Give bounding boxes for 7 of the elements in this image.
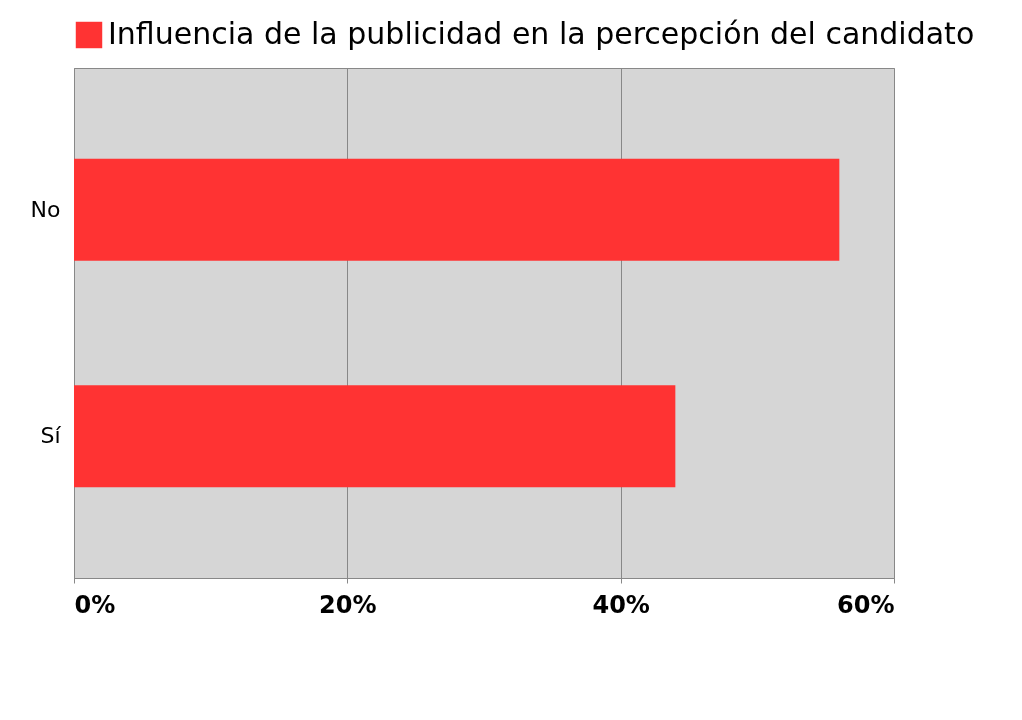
y-tick-label: Sí xyxy=(40,423,62,449)
x-tick-label: 20% xyxy=(319,590,377,619)
x-tick-label: 40% xyxy=(592,590,650,619)
x-tick-label: 60% xyxy=(837,590,895,619)
legend-label: Influencia de la publicidad en la percepción del candidato xyxy=(108,16,975,51)
x-tick-label: 0% xyxy=(74,590,116,619)
y-tick-label: No xyxy=(30,196,61,222)
